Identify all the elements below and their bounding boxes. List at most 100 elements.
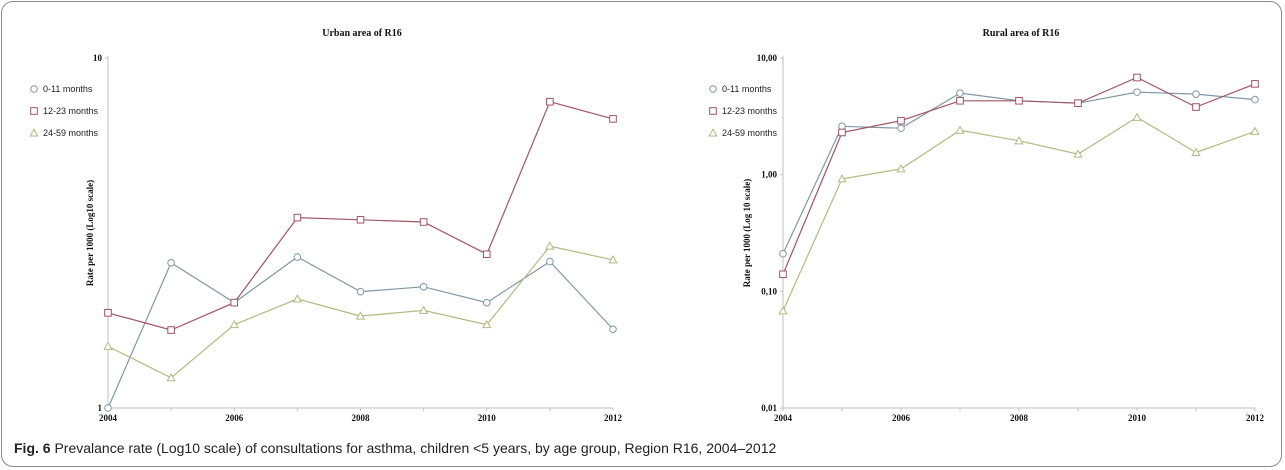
data-point	[293, 213, 302, 222]
legend-label: 12-23 months	[43, 106, 99, 116]
data-point	[609, 325, 617, 333]
y-tick-label: 10	[93, 53, 103, 63]
chart-title: Rural area of R16	[983, 28, 1060, 39]
data-point	[838, 122, 846, 131]
series-1	[779, 88, 1259, 258]
legend-marker	[30, 107, 38, 115]
data-point	[778, 306, 788, 315]
y-axis-label: Rate per 1000 (Log10 scale)	[85, 180, 95, 286]
data-point	[167, 258, 175, 267]
data-point	[103, 341, 113, 350]
data-point	[229, 319, 239, 329]
x-tick-label: 2012	[604, 413, 623, 423]
data-point	[1132, 112, 1142, 121]
y-tick-label: 0,01	[761, 403, 777, 413]
data-point	[230, 298, 239, 307]
x-tick-label: 2010	[478, 413, 497, 423]
data-point	[292, 294, 303, 303]
data-point	[1133, 73, 1141, 82]
chart-2: Rural area of R16 Rate per 1000 (Log 10 s…	[708, 28, 1265, 423]
data-point	[779, 249, 787, 258]
data-point	[1251, 80, 1259, 88]
x-tick-label: 2010	[1128, 413, 1147, 423]
chart-1: Urban area of R16 Rate per 1000 (Log10 sc…	[29, 28, 623, 423]
data-point	[838, 128, 846, 137]
data-point	[1250, 126, 1260, 135]
data-point	[608, 255, 618, 264]
x-tick-label: 2004	[774, 413, 793, 423]
series-line	[782, 116, 1256, 312]
data-point	[1073, 149, 1083, 158]
data-point	[1192, 90, 1200, 98]
data-point	[955, 125, 965, 134]
y-tick-label: 10,00	[757, 53, 778, 63]
data-point	[897, 116, 905, 125]
legend-marker	[709, 85, 717, 93]
legend-label: 24-59 months	[43, 128, 99, 138]
data-point	[167, 326, 175, 334]
legend-label: 0-11 months	[722, 84, 772, 94]
series-1	[104, 253, 617, 412]
legend: 0-11 months 12-23 months 24-59 months	[708, 84, 778, 138]
series-line	[107, 100, 614, 331]
data-point	[545, 241, 555, 250]
series-3	[103, 241, 618, 382]
y-tick-label: 0,10	[761, 286, 777, 296]
series-2	[779, 73, 1259, 279]
y-tick-label: 1	[98, 403, 103, 413]
data-point	[1191, 147, 1201, 156]
caption-text: Prevalance rate (Log10 scale) of consult…	[54, 440, 777, 456]
data-point	[1251, 95, 1259, 104]
data-point	[355, 311, 366, 320]
data-point	[104, 309, 112, 317]
series-3	[778, 112, 1260, 315]
data-point	[896, 164, 906, 173]
legend-marker	[708, 128, 718, 137]
data-point	[482, 250, 491, 259]
legend-label: 12-23 months	[722, 106, 778, 116]
data-point	[546, 257, 554, 266]
data-point	[1074, 99, 1082, 107]
series-line	[107, 256, 614, 409]
data-point	[356, 215, 365, 224]
legend-marker	[29, 128, 39, 137]
data-point	[1014, 136, 1024, 145]
figure-caption: Fig. 6 Prevalance rate (Log10 scale) of …	[14, 440, 1264, 456]
legend-label: 24-59 months	[722, 128, 778, 138]
x-tick-label: 2006	[225, 413, 244, 423]
data-point	[956, 96, 964, 105]
data-point	[956, 89, 964, 97]
series-line	[782, 91, 1256, 254]
x-tick-label: 2006	[892, 413, 911, 423]
y-axis-label: Rate per 1000 (Log 10 scale)	[742, 179, 752, 288]
data-point	[419, 282, 428, 291]
data-point	[482, 298, 491, 307]
data-point	[166, 372, 176, 382]
x-tick-label: 2004	[99, 413, 118, 423]
caption-label: Fig. 6	[14, 440, 51, 456]
x-tick-label: 2008	[352, 413, 371, 423]
x-tick-label: 2008	[1010, 413, 1029, 423]
legend-marker	[30, 85, 38, 93]
legend: 0-11 months 12-23 months 24-59 months	[29, 84, 99, 138]
x-tick-label: 2012	[1246, 413, 1265, 423]
data-point	[293, 253, 302, 261]
data-point	[897, 124, 905, 133]
data-point	[419, 218, 428, 226]
data-point	[1133, 88, 1141, 96]
data-point	[482, 319, 492, 329]
legend-label: 0-11 months	[43, 84, 93, 94]
series-2	[104, 97, 617, 334]
series-line	[782, 76, 1256, 275]
data-point	[609, 115, 617, 123]
data-point	[546, 97, 554, 106]
data-point	[356, 287, 365, 296]
data-point	[1015, 96, 1023, 105]
data-point	[418, 305, 429, 314]
data-point	[779, 270, 787, 279]
chart-title: Urban area of R16	[322, 28, 402, 39]
legend-marker	[709, 107, 717, 115]
y-tick-label: 1,00	[761, 170, 777, 180]
data-point	[837, 174, 847, 183]
